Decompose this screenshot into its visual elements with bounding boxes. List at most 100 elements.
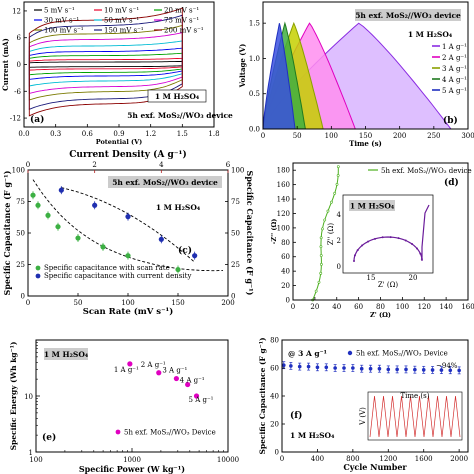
data-point	[75, 235, 81, 241]
x-tick-label: 0	[280, 455, 284, 463]
x-tick-label: 160	[461, 303, 474, 311]
legend-marker	[115, 429, 121, 435]
data-point	[100, 244, 106, 250]
data-point	[377, 366, 382, 371]
y-tick-label: 0	[17, 61, 21, 69]
y-tick-label: 80	[270, 337, 279, 345]
x-tick-label: 1000	[123, 456, 141, 464]
inset-point	[356, 249, 359, 252]
legend-entry: 150 mV s⁻¹	[104, 27, 144, 35]
data-point	[421, 368, 426, 372]
y-tick-label: 160	[277, 181, 290, 189]
inset-y-tick: 2	[337, 237, 341, 245]
inset-point	[411, 243, 414, 246]
y-tick-label: 60	[281, 253, 290, 261]
inset-point	[367, 240, 370, 243]
x-tick-label: 1.8	[208, 130, 219, 138]
electrolyte-label: 1 M H₂SO₄	[350, 202, 395, 211]
y-tick-label: 40	[281, 268, 290, 276]
data-point	[430, 368, 435, 372]
point-label: 1 A g⁻¹	[114, 366, 139, 374]
point-label: 3 A g⁻¹	[162, 367, 187, 375]
data-point	[351, 366, 355, 370]
legend-entry: Specific capacitance with current densit…	[44, 272, 191, 280]
y-tick-label: -12	[10, 115, 21, 123]
inset-point	[353, 254, 356, 257]
y-tick-label: 0	[231, 293, 235, 301]
x-tick-label: 100	[29, 456, 42, 464]
data-point	[342, 366, 346, 370]
legend-entry: 10 mV s⁻¹	[104, 7, 139, 15]
x-tick-label: 0	[261, 132, 265, 140]
legend-entry: 200 mV s⁻¹	[164, 27, 204, 35]
x-tick-label: 100	[396, 303, 409, 311]
y-tick-label: 100	[231, 167, 244, 175]
electrolyte-label: 1 M H₂SO₄	[155, 92, 200, 101]
data-point	[324, 365, 329, 370]
x-tick-label: 1.2	[145, 130, 156, 138]
y-tick-label: 0	[286, 297, 290, 305]
cv-curve	[28, 52, 183, 76]
data-point	[333, 366, 337, 370]
nyquist-point	[330, 200, 333, 204]
x2-tick-label: 2	[92, 161, 96, 169]
y2-axis-label: Specific Capacitance (F g⁻¹)	[245, 171, 255, 296]
y-tick-label: 10	[24, 393, 33, 401]
y-tick-label: 180	[277, 167, 290, 175]
inset-point	[389, 236, 392, 239]
y-tick-label: 60	[270, 365, 279, 373]
legend-entry: 5h exf. MoS₂//WO₃ Device	[124, 429, 216, 437]
x-tick-label: 50	[293, 132, 302, 140]
data-point	[404, 367, 408, 372]
cv-curve	[28, 7, 183, 117]
y-tick-label: 25	[231, 261, 240, 269]
nyquist-point	[317, 280, 321, 284]
x-tick-label: 100	[325, 132, 338, 140]
y-tick-label: 50	[16, 230, 25, 238]
data-point	[439, 368, 444, 372]
nyquist-point	[326, 209, 330, 213]
panel-label: (c)	[178, 245, 192, 256]
legend-entry: 5 mV s⁻¹	[44, 7, 75, 15]
legend-entry: 1 A g⁻¹	[442, 43, 467, 51]
x-tick-label: 800	[346, 455, 359, 463]
inset-point	[419, 252, 422, 255]
data-point	[448, 368, 453, 373]
inset-x-label: Time (s)	[401, 392, 430, 400]
cv-curve	[28, 47, 183, 80]
x2-tick-label: 4	[159, 161, 164, 169]
y-axis-label: Specific Capacitance (F g⁻¹)	[2, 170, 12, 295]
y-axis-label: Specific Energy (Wh kg⁻¹)	[9, 342, 18, 451]
x-tick-label: 150	[171, 299, 184, 307]
data-point	[156, 370, 162, 376]
data-point	[175, 266, 181, 273]
legend-entry: 30 mV s⁻¹	[44, 17, 79, 25]
y-tick-label: 140	[277, 196, 290, 204]
y-tick-label: 1	[29, 449, 33, 457]
y-tick-label: 0.5	[249, 90, 260, 98]
x-tick-label: 50	[74, 299, 83, 307]
x-axis-label: Cycle Number	[343, 462, 407, 472]
legend-entry: 4 A g⁻¹	[442, 76, 467, 84]
x-tick-label: 100	[121, 299, 134, 307]
inset-point	[415, 247, 418, 250]
data-point	[192, 253, 198, 259]
device-label: 5h exf. MoS₂//WO₃ device	[355, 11, 461, 20]
device-label: 5h exf. MoS₂//WO₃ device	[112, 178, 218, 187]
x-tick-label: 0.3	[50, 130, 61, 138]
data-point	[395, 367, 399, 372]
data-point	[315, 365, 320, 370]
x-axis-label: Z' (Ω)	[370, 311, 391, 319]
electrolyte-label: 1 M H₂SO₄	[408, 30, 453, 39]
y-tick-label: 0	[275, 449, 279, 457]
panel-label: (e)	[42, 432, 56, 443]
nyquist-point	[335, 182, 339, 186]
electrolyte-label: 1 M H₂SO₄	[44, 350, 89, 359]
inset-point	[404, 239, 407, 242]
x-tick-label: 80	[376, 303, 385, 311]
y-tick-label: 75	[231, 198, 240, 206]
y-tick-label: 100	[12, 167, 25, 175]
legend-entry: 5h exf. MoS₂//WO₃ Device	[356, 350, 448, 358]
nyquist-point	[319, 271, 323, 275]
nyquist-point	[336, 174, 340, 177]
